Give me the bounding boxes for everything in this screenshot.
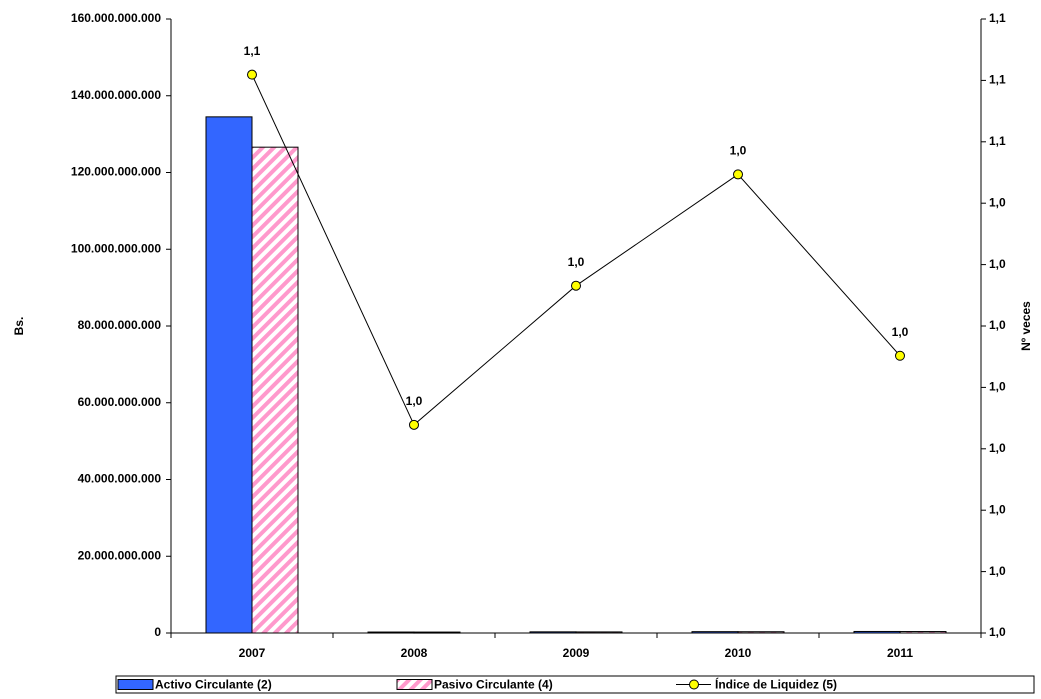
bar [251,146,299,634]
line-marker [895,350,905,361]
y-tick-label: 0 [154,625,161,639]
y-tick-label: 40.000.000.000 [78,472,162,486]
legend [115,675,1035,694]
bar [575,631,623,634]
x-tick-label: 2008 [401,646,428,660]
y2-tick-label: 1,0 [989,257,1006,271]
y-tick-label: 100.000.000.000 [71,241,161,255]
x-tick-label: 2009 [563,646,590,660]
x-tick-label: 2010 [725,646,752,660]
y2-tick-label: 1,0 [989,502,1006,516]
y2-tick-label: 1,1 [989,73,1006,87]
y-tick-label: 160.000.000.000 [71,11,161,25]
bar [367,631,415,634]
y2-axis-title: Nº veces [1019,301,1033,351]
y2-tick-label: 1,0 [989,625,1006,639]
y-tick-label: 120.000.000.000 [71,165,161,179]
y2-tick-label: 1,0 [989,318,1006,332]
y-axis-title: Bs. [12,317,26,336]
legend-swatch [396,679,433,690]
bar [899,631,947,634]
line [251,74,901,426]
data-label: 1,0 [568,255,585,269]
y2-tick-label: 1,0 [989,380,1006,394]
legend-swatch [117,679,154,690]
line-marker [571,280,581,291]
legend-marker [689,679,699,690]
data-label: 1,0 [406,394,423,408]
line-marker [733,169,743,180]
legend-label: Pasivo Circulante (4) [434,678,553,692]
y2-tick-label: 1,1 [989,11,1006,25]
bar [413,631,461,634]
x-tick-label: 2007 [239,646,266,660]
y2-tick-label: 1,1 [989,134,1006,148]
data-label: 1,1 [244,44,261,58]
y-tick-label: 80.000.000.000 [78,318,162,332]
bar [205,116,253,634]
y2-tick-label: 1,0 [989,564,1006,578]
legend-label: Índice de Liquidez (5) [715,677,837,692]
line-marker [247,69,257,80]
x-tick-label: 2011 [887,646,913,660]
bar [853,630,901,634]
line-marker [409,419,419,430]
y-tick-label: 20.000.000.000 [78,548,162,562]
y-tick-label: 60.000.000.000 [78,395,162,409]
y2-tick-label: 1,0 [989,441,1006,455]
y-tick-label: 140.000.000.000 [71,88,161,102]
bar [691,631,739,634]
legend-label: Activo Circulante (2) [155,678,272,692]
data-label: 1,0 [892,325,909,339]
y2-tick-label: 1,0 [989,195,1006,209]
bar [529,631,577,634]
data-label: 1,0 [730,144,747,158]
bar [737,631,785,634]
